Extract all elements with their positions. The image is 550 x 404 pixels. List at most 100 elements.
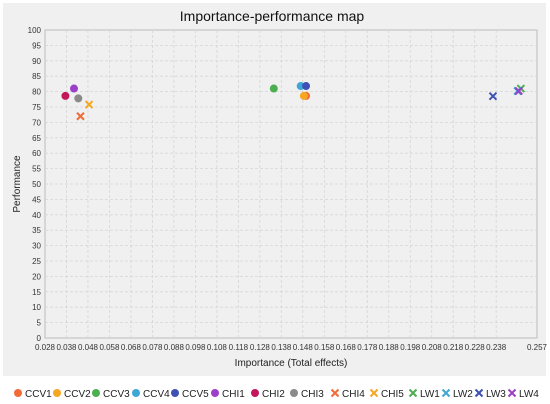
legend-label: CCV1 <box>25 389 52 400</box>
legend-item-ccv5: CCV5 <box>171 389 209 400</box>
legend-label: CCV5 <box>182 389 209 400</box>
y-tick-label: 80 <box>32 88 41 97</box>
y-tick-label: 75 <box>32 103 41 112</box>
legend-marker <box>53 389 61 397</box>
legend-item-lw3: LW3 <box>474 388 506 400</box>
legend-label: LW2 <box>453 389 473 400</box>
point-chi2 <box>61 91 70 100</box>
legend-marker <box>92 389 100 397</box>
x-tick-label: 0.068 <box>121 343 142 352</box>
y-tick-label: 60 <box>32 149 41 158</box>
legend-marker <box>171 389 179 397</box>
y-tick-label: 100 <box>28 26 42 35</box>
point-chi3 <box>74 94 83 103</box>
legend-marker <box>369 388 379 398</box>
legend-marker <box>14 389 22 397</box>
legend-item-chi1: CHI1 <box>211 389 245 400</box>
y-tick-label: 10 <box>32 303 41 312</box>
y-tick-label: 45 <box>32 195 41 204</box>
y-tick-label: 95 <box>32 41 41 50</box>
x-tick-label: 0.028 <box>35 343 56 352</box>
x-tick-label: 0.078 <box>142 343 163 352</box>
legend-marker <box>408 388 418 398</box>
legend-label: CHI5 <box>381 389 404 400</box>
legend-marker <box>330 388 340 398</box>
legend-marker <box>251 389 259 397</box>
legend-item-lw4: LW4 <box>507 388 539 400</box>
x-tick-label: 0.218 <box>443 343 464 352</box>
legend-label: LW1 <box>420 389 440 400</box>
y-tick-labels: 0 5 10 15 20 25 30 35 40 45 50 55 60 65 70 75 80 85 90 95 10… <box>28 26 42 343</box>
legend-item-chi4: CHI4 <box>330 388 365 400</box>
point-ccv5 <box>302 82 311 91</box>
legend-marker <box>132 389 140 397</box>
grid-lines <box>45 30 537 338</box>
x-tick-label: 0.208 <box>422 343 443 352</box>
x-axis-title: Importance (Total effects) <box>235 358 348 369</box>
x-tick-label: 0.088 <box>164 343 185 352</box>
legend-marker <box>290 389 298 397</box>
y-tick-label: 20 <box>32 272 41 281</box>
chart-title: Importance-performance map <box>180 8 365 24</box>
point-ccv2 <box>299 91 308 100</box>
y-tick-label: 55 <box>32 165 41 174</box>
x-tick-label: 0.257 <box>527 343 548 352</box>
y-tick-label: 90 <box>32 57 41 66</box>
legend-item-ccv4: CCV4 <box>132 389 170 400</box>
legend-marker <box>441 388 451 398</box>
legend-label: CCV3 <box>103 389 130 400</box>
legend-label: CHI1 <box>222 389 245 400</box>
legend-label: LW4 <box>519 389 539 400</box>
y-tick-label: 85 <box>32 72 41 81</box>
x-tick-label: 0.038 <box>56 343 77 352</box>
legend-item-chi5: CHI5 <box>369 388 404 400</box>
x-tick-label: 0.148 <box>293 343 314 352</box>
y-tick-label: 30 <box>32 242 41 251</box>
x-tick-labels: 0.028 0.038 0.048 0.058 0.068 0.078 0.088 0.098… <box>35 343 548 352</box>
legend-label: CCV4 <box>143 389 170 400</box>
point-lw4 <box>514 86 523 96</box>
y-tick-label: 70 <box>32 118 41 127</box>
x-tick-label: 0.138 <box>271 343 292 352</box>
x-tick-label: 0.118 <box>229 343 249 352</box>
x-tick-label: 0.238 <box>486 343 507 352</box>
x-tick-label: 0.188 <box>379 343 400 352</box>
legend-item-ccv2: CCV2 <box>53 389 91 400</box>
legend-label: CCV2 <box>64 389 91 400</box>
x-tick-label: 0.048 <box>78 343 99 352</box>
y-tick-label: 15 <box>32 288 41 297</box>
legend-label: CHI3 <box>301 389 324 400</box>
y-tick-label: 40 <box>32 211 41 220</box>
point-chi5 <box>84 100 94 109</box>
x-tick-label: 0.158 <box>314 343 335 352</box>
legend-item-ccv3: CCV3 <box>92 389 130 400</box>
legend: CCV1 CCV2 CCV3 CCV4 CCV5 CHI1 CHI2 CHI3 CHI4 CHI5… <box>14 388 539 400</box>
legend-marker <box>474 388 484 398</box>
y-axis-title: Performance <box>12 155 23 213</box>
point-lw3 <box>488 92 498 101</box>
y-tick-label: 65 <box>32 134 41 143</box>
y-tick-label: 25 <box>32 257 41 266</box>
x-tick-label: 0.198 <box>400 343 421 352</box>
point-ccv3 <box>269 84 278 93</box>
x-tick-label: 0.108 <box>207 343 228 352</box>
y-tick-label: 5 <box>37 319 42 328</box>
point-chi1 <box>70 84 79 93</box>
legend-marker <box>211 389 219 397</box>
legend-item-ccv1: CCV1 <box>14 389 52 400</box>
y-tick-label: 35 <box>32 226 41 235</box>
x-tick-label: 0.228 <box>465 343 486 352</box>
legend-label: CHI2 <box>262 389 285 400</box>
legend-item-chi2: CHI2 <box>251 389 285 400</box>
legend-item-lw2: LW2 <box>441 388 473 400</box>
legend-label: CHI4 <box>342 389 365 400</box>
x-tick-label: 0.058 <box>99 343 120 352</box>
legend-marker <box>507 388 517 398</box>
legend-item-chi3: CHI3 <box>290 389 324 400</box>
legend-item-lw1: LW1 <box>408 388 440 400</box>
x-tick-label: 0.168 <box>336 343 357 352</box>
y-tick-label: 50 <box>32 180 41 189</box>
x-tick-label: 0.178 <box>357 343 378 352</box>
